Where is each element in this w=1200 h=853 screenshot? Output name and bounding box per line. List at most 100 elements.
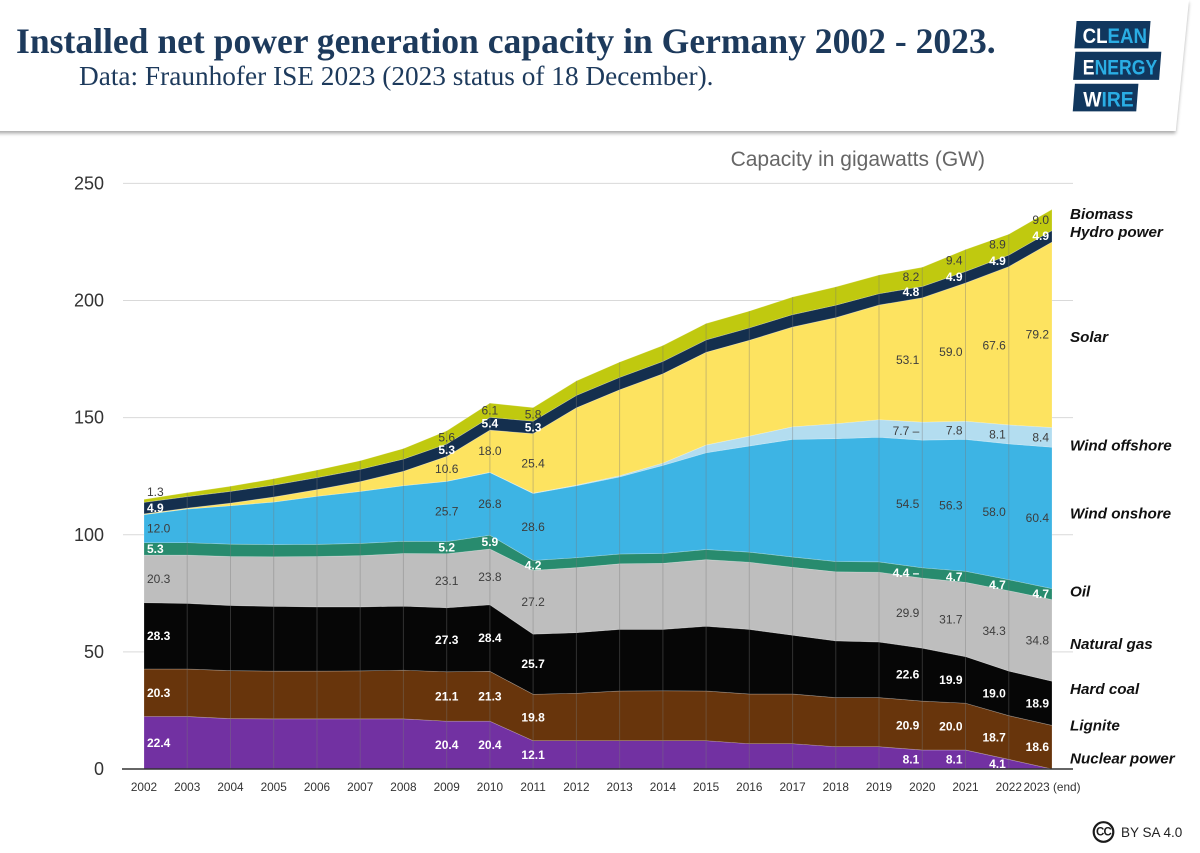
svg-text:50: 50 xyxy=(84,642,104,662)
svg-text:59.0: 59.0 xyxy=(939,345,963,359)
svg-text:5.4: 5.4 xyxy=(482,417,499,431)
svg-text:8.1: 8.1 xyxy=(946,753,963,767)
svg-text:2009: 2009 xyxy=(434,780,460,794)
svg-text:1.3: 1.3 xyxy=(147,485,164,499)
svg-text:34.8: 34.8 xyxy=(1026,633,1050,647)
svg-text:CLEAN: CLEAN xyxy=(1083,25,1147,48)
svg-text:7.8: 7.8 xyxy=(946,423,963,437)
svg-text:ENERGY: ENERGY xyxy=(1083,56,1157,80)
svg-text:23.8: 23.8 xyxy=(478,570,502,584)
svg-text:5.2: 5.2 xyxy=(438,541,455,555)
svg-text:26.8: 26.8 xyxy=(478,497,502,511)
svg-text:20.0: 20.0 xyxy=(939,720,963,734)
svg-text:8.4: 8.4 xyxy=(1032,430,1049,444)
svg-text:2004: 2004 xyxy=(217,780,244,794)
svg-text:4.7: 4.7 xyxy=(946,570,963,584)
svg-text:19.8: 19.8 xyxy=(521,711,545,725)
svg-text:9.0: 9.0 xyxy=(1032,213,1049,227)
svg-text:6.1: 6.1 xyxy=(482,403,499,417)
svg-text:2018: 2018 xyxy=(823,780,850,794)
svg-text:12.1: 12.1 xyxy=(521,748,545,762)
svg-text:54.5: 54.5 xyxy=(896,497,920,511)
svg-text:Hard coal: Hard coal xyxy=(1070,681,1140,698)
svg-text:20.4: 20.4 xyxy=(435,738,459,752)
svg-text:200: 200 xyxy=(74,291,104,311)
svg-text:4.7: 4.7 xyxy=(989,578,1006,592)
svg-text:60.4: 60.4 xyxy=(1026,511,1050,525)
svg-text:2005: 2005 xyxy=(261,780,288,794)
svg-text:79.2: 79.2 xyxy=(1026,328,1050,342)
svg-text:Solar: Solar xyxy=(1070,329,1109,346)
svg-text:Capacity in gigawatts (GW): Capacity in gigawatts (GW) xyxy=(731,148,985,171)
svg-text:4.9: 4.9 xyxy=(147,501,164,515)
svg-text:28.3: 28.3 xyxy=(147,629,171,643)
svg-text:27.2: 27.2 xyxy=(521,595,545,609)
svg-text:WIRE: WIRE xyxy=(1083,87,1133,111)
svg-text:CC: CC xyxy=(1096,827,1112,839)
svg-text:25.7: 25.7 xyxy=(435,505,459,519)
svg-text:Biomass: Biomass xyxy=(1070,206,1133,223)
svg-text:5.3: 5.3 xyxy=(525,420,542,434)
svg-text:4.7: 4.7 xyxy=(1032,587,1049,601)
svg-text:2007: 2007 xyxy=(347,780,373,794)
svg-text:Oil: Oil xyxy=(1070,584,1091,601)
svg-text:58.0: 58.0 xyxy=(982,505,1006,519)
svg-text:20.3: 20.3 xyxy=(147,572,171,586)
svg-text:56.3: 56.3 xyxy=(939,498,963,512)
svg-text:2003: 2003 xyxy=(174,780,201,794)
svg-text:Hydro power: Hydro power xyxy=(1070,224,1164,241)
svg-text:25.7: 25.7 xyxy=(521,657,545,671)
svg-text:29.9: 29.9 xyxy=(896,606,920,620)
svg-text:31.7: 31.7 xyxy=(939,612,963,626)
svg-text:34.3: 34.3 xyxy=(982,624,1006,638)
svg-text:27.3: 27.3 xyxy=(435,633,459,647)
svg-text:2012: 2012 xyxy=(563,780,589,794)
svg-text:21.3: 21.3 xyxy=(478,689,502,703)
svg-text:2019: 2019 xyxy=(866,780,892,794)
svg-text:2013: 2013 xyxy=(606,780,633,794)
svg-text:150: 150 xyxy=(74,408,104,428)
svg-text:4.2: 4.2 xyxy=(525,558,542,572)
svg-text:25.4: 25.4 xyxy=(521,456,545,470)
svg-text:5.8: 5.8 xyxy=(525,407,542,421)
svg-text:67.6: 67.6 xyxy=(982,339,1006,353)
svg-text:2011: 2011 xyxy=(520,780,545,794)
svg-text:23.1: 23.1 xyxy=(435,574,459,588)
svg-text:18.9: 18.9 xyxy=(1026,696,1050,710)
svg-text:8.9: 8.9 xyxy=(989,238,1006,252)
svg-text:21.1: 21.1 xyxy=(435,690,459,704)
svg-text:100: 100 xyxy=(74,525,104,545)
svg-text:12.0: 12.0 xyxy=(147,522,171,536)
svg-text:Natural gas: Natural gas xyxy=(1070,636,1153,653)
svg-text:Wind onshore: Wind onshore xyxy=(1070,506,1172,523)
svg-text:0: 0 xyxy=(94,759,104,779)
svg-text:9.4: 9.4 xyxy=(946,254,963,268)
svg-text:4.4 –: 4.4 – xyxy=(893,566,920,580)
svg-text:20.3: 20.3 xyxy=(147,686,171,700)
svg-text:2006: 2006 xyxy=(304,780,331,794)
svg-text:18.7: 18.7 xyxy=(982,731,1006,745)
svg-text:20.4: 20.4 xyxy=(478,738,502,752)
svg-text:19.9: 19.9 xyxy=(939,673,963,687)
svg-text:250: 250 xyxy=(74,173,104,193)
svg-text:10.6: 10.6 xyxy=(435,462,459,476)
svg-text:28.6: 28.6 xyxy=(521,520,545,534)
svg-text:4.8: 4.8 xyxy=(903,285,920,299)
svg-text:7.7 –: 7.7 – xyxy=(893,424,920,438)
svg-text:2015: 2015 xyxy=(693,780,720,794)
svg-text:2014: 2014 xyxy=(650,780,677,794)
svg-text:8.2: 8.2 xyxy=(903,270,920,284)
svg-text:5.3: 5.3 xyxy=(147,542,164,556)
svg-text:4.9: 4.9 xyxy=(1032,229,1049,243)
svg-text:2023 (end): 2023 (end) xyxy=(1023,780,1080,794)
svg-text:2022: 2022 xyxy=(996,780,1022,794)
svg-text:2016: 2016 xyxy=(736,780,763,794)
svg-text:5.6: 5.6 xyxy=(438,431,455,445)
svg-text:Nuclear power: Nuclear power xyxy=(1070,751,1176,768)
svg-text:2010: 2010 xyxy=(477,780,504,794)
svg-text:18.6: 18.6 xyxy=(1026,740,1050,754)
svg-text:2008: 2008 xyxy=(390,780,417,794)
svg-text:22.4: 22.4 xyxy=(147,736,171,750)
svg-text:2020: 2020 xyxy=(909,780,936,794)
svg-text:Wind offshore: Wind offshore xyxy=(1070,438,1172,455)
